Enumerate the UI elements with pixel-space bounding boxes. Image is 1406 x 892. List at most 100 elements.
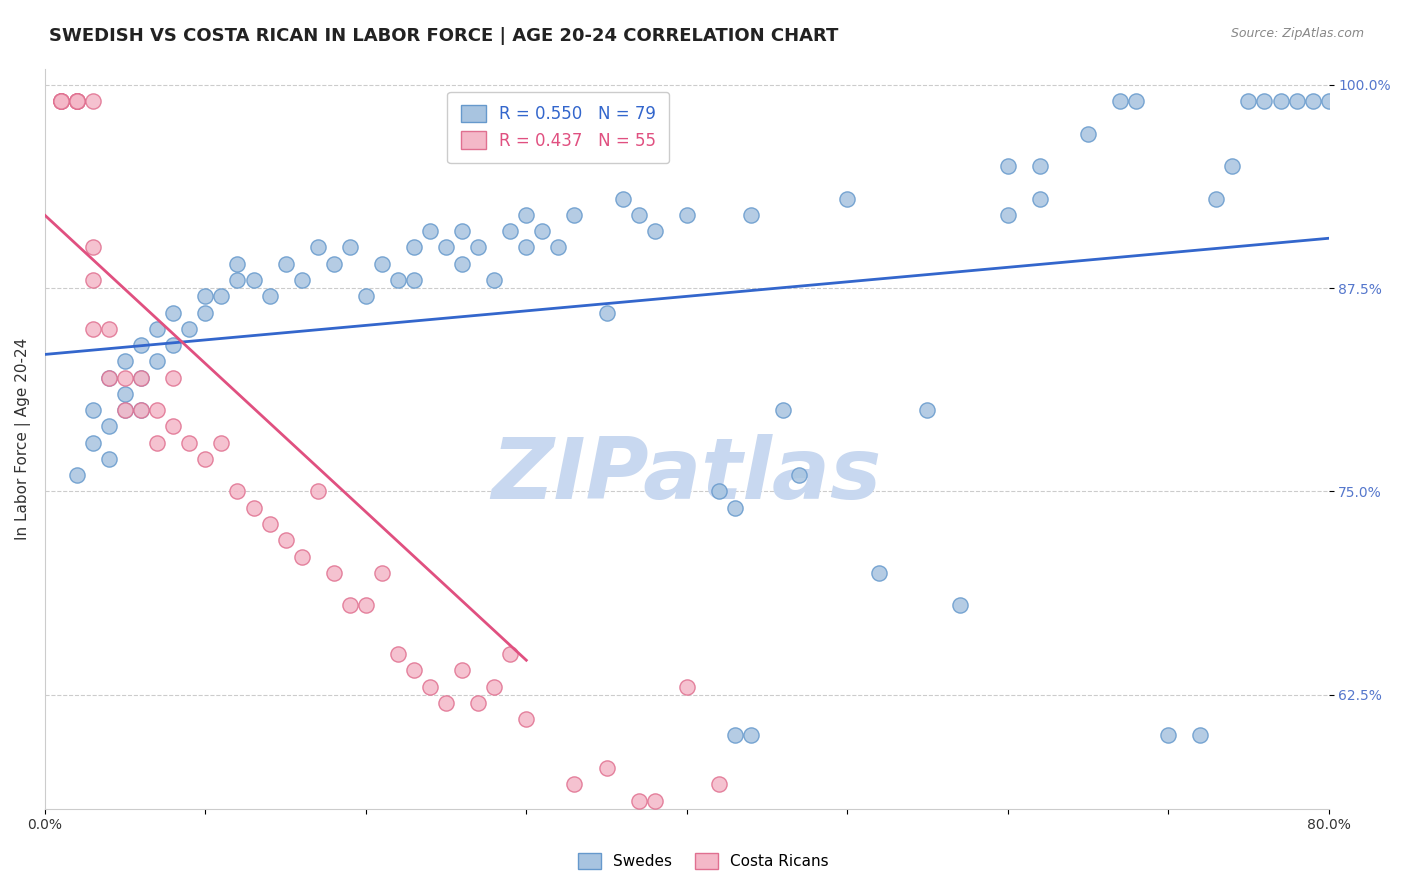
Point xyxy=(291,273,314,287)
Point xyxy=(209,435,232,450)
Point xyxy=(209,289,232,303)
Point xyxy=(82,322,104,336)
Point xyxy=(997,208,1019,222)
Point xyxy=(66,94,89,108)
Point xyxy=(179,435,201,450)
Point xyxy=(49,94,72,108)
Point xyxy=(787,468,810,483)
Point xyxy=(129,338,152,352)
Point xyxy=(948,599,970,613)
Point xyxy=(1285,94,1308,108)
Point xyxy=(1109,94,1132,108)
Point xyxy=(274,533,297,548)
Point xyxy=(499,224,522,238)
Point xyxy=(307,240,329,254)
Point xyxy=(482,680,505,694)
Point xyxy=(1237,94,1260,108)
Point xyxy=(371,566,394,580)
Point xyxy=(547,240,569,254)
Point xyxy=(1029,159,1052,173)
Point xyxy=(467,240,489,254)
Point xyxy=(226,273,249,287)
Point xyxy=(162,370,184,384)
Point xyxy=(66,94,89,108)
Point xyxy=(917,403,939,417)
Point xyxy=(547,94,569,108)
Point xyxy=(307,484,329,499)
Point xyxy=(1270,94,1292,108)
Point xyxy=(291,549,314,564)
Point xyxy=(1302,94,1324,108)
Point xyxy=(419,224,441,238)
Point xyxy=(162,419,184,434)
Point xyxy=(322,566,344,580)
Point xyxy=(226,484,249,499)
Point xyxy=(772,403,794,417)
Point xyxy=(146,403,169,417)
Point xyxy=(354,599,377,613)
Point xyxy=(274,257,297,271)
Point xyxy=(49,94,72,108)
Point xyxy=(1222,159,1244,173)
Point xyxy=(66,94,89,108)
Point xyxy=(354,289,377,303)
Point xyxy=(482,273,505,287)
Point xyxy=(114,387,136,401)
Point xyxy=(997,159,1019,173)
Point xyxy=(179,322,201,336)
Point xyxy=(1205,192,1227,206)
Point xyxy=(402,273,425,287)
Legend: R = 0.550   N = 79, R = 0.437   N = 55: R = 0.550 N = 79, R = 0.437 N = 55 xyxy=(447,92,669,163)
Point xyxy=(1317,94,1340,108)
Point xyxy=(595,761,617,775)
Point xyxy=(1189,729,1212,743)
Point xyxy=(162,305,184,319)
Point xyxy=(740,208,762,222)
Point xyxy=(451,224,474,238)
Point xyxy=(129,370,152,384)
Point xyxy=(499,647,522,661)
Point xyxy=(707,484,730,499)
Point xyxy=(515,208,537,222)
Point xyxy=(467,696,489,710)
Point xyxy=(564,208,586,222)
Point xyxy=(434,240,457,254)
Point xyxy=(515,712,537,726)
Point xyxy=(66,94,89,108)
Point xyxy=(129,403,152,417)
Point xyxy=(868,566,890,580)
Point xyxy=(402,664,425,678)
Point xyxy=(82,435,104,450)
Point xyxy=(627,793,650,807)
Text: ZIPatlas: ZIPatlas xyxy=(492,434,882,517)
Point xyxy=(66,94,89,108)
Point xyxy=(82,240,104,254)
Point xyxy=(1029,192,1052,206)
Point xyxy=(98,451,121,466)
Point xyxy=(98,370,121,384)
Point xyxy=(98,322,121,336)
Point xyxy=(434,696,457,710)
Point xyxy=(66,468,89,483)
Point xyxy=(724,500,747,515)
Point xyxy=(740,729,762,743)
Point xyxy=(339,240,361,254)
Point xyxy=(612,192,634,206)
Point xyxy=(242,273,264,287)
Text: SWEDISH VS COSTA RICAN IN LABOR FORCE | AGE 20-24 CORRELATION CHART: SWEDISH VS COSTA RICAN IN LABOR FORCE | … xyxy=(49,27,838,45)
Point xyxy=(49,94,72,108)
Point xyxy=(724,729,747,743)
Point xyxy=(66,94,89,108)
Point xyxy=(644,793,666,807)
Point xyxy=(194,289,217,303)
Point xyxy=(146,354,169,368)
Point xyxy=(419,680,441,694)
Point xyxy=(837,192,859,206)
Point xyxy=(675,208,697,222)
Point xyxy=(114,370,136,384)
Point xyxy=(451,664,474,678)
Point xyxy=(644,224,666,238)
Point xyxy=(226,257,249,271)
Point xyxy=(162,338,184,352)
Point xyxy=(98,419,121,434)
